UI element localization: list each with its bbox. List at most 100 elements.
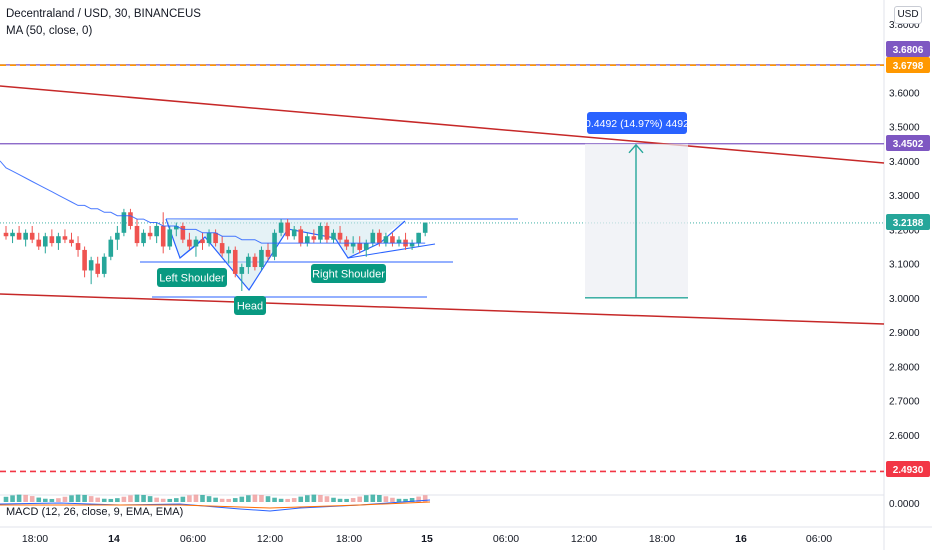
- candle-body[interactable]: [259, 249, 264, 268]
- measure-label-box[interactable]: [587, 112, 687, 134]
- candle-body[interactable]: [350, 243, 356, 247]
- macd-histogram-bar: [422, 495, 428, 502]
- candle-body[interactable]: [337, 232, 343, 240]
- candle-body[interactable]: [298, 229, 304, 244]
- head-label-box[interactable]: [234, 296, 266, 315]
- candle-body[interactable]: [174, 225, 179, 230]
- candle-body[interactable]: [167, 229, 173, 247]
- candle-body[interactable]: [154, 225, 159, 237]
- candle-body[interactable]: [246, 256, 251, 268]
- macd-histogram-bar: [403, 498, 408, 502]
- x-tick-label: 12:00: [571, 533, 597, 545]
- candle-body[interactable]: [331, 232, 336, 240]
- candle-body[interactable]: [311, 236, 317, 240]
- candle-body[interactable]: [370, 232, 376, 244]
- candle-body[interactable]: [43, 236, 48, 247]
- y-tick-label: 3.3000: [889, 191, 920, 202]
- candle-body[interactable]: [95, 263, 100, 274]
- candle-body[interactable]: [69, 239, 74, 244]
- candle-body[interactable]: [357, 243, 362, 250]
- macd-histogram-bar: [377, 495, 382, 502]
- candle-body[interactable]: [200, 239, 205, 244]
- macd-histogram-bar: [416, 496, 421, 502]
- candle-body[interactable]: [160, 225, 166, 247]
- candle-body[interactable]: [49, 236, 55, 244]
- candle-body[interactable]: [36, 239, 42, 247]
- ma-line[interactable]: [0, 160, 426, 244]
- candle-body[interactable]: [193, 239, 199, 247]
- candle-body[interactable]: [363, 243, 369, 250]
- macd-histogram-bar: [363, 495, 369, 502]
- macd-histogram-bar: [318, 495, 323, 502]
- candle-body[interactable]: [318, 225, 323, 240]
- macd-histogram-bar: [239, 496, 245, 502]
- candle-body[interactable]: [278, 222, 284, 233]
- macd-signal-line[interactable]: [0, 501, 431, 509]
- candle-body[interactable]: [422, 222, 428, 233]
- candle-body[interactable]: [16, 232, 22, 240]
- candle-body[interactable]: [187, 239, 192, 247]
- measure-label: 0.4492 (14.97%) 4492: [585, 118, 689, 130]
- macd-histogram-bar: [311, 494, 317, 502]
- macd-histogram-bar: [141, 494, 146, 502]
- y-tick-label: 3.8000: [889, 20, 920, 31]
- candle-body[interactable]: [219, 243, 225, 254]
- candle-body[interactable]: [108, 239, 114, 257]
- candle-body[interactable]: [75, 243, 81, 250]
- candle-body[interactable]: [396, 239, 402, 244]
- candle-body[interactable]: [56, 236, 61, 244]
- candle-body[interactable]: [285, 222, 290, 237]
- candle-body[interactable]: [272, 232, 277, 257]
- candle-body[interactable]: [416, 232, 421, 244]
- candle-body[interactable]: [29, 232, 35, 240]
- candle-body[interactable]: [291, 229, 297, 237]
- macd-histogram-bar: [200, 494, 205, 502]
- candle-body[interactable]: [147, 232, 153, 237]
- y-tick-label: 3.1000: [889, 260, 920, 271]
- candle-body[interactable]: [141, 232, 146, 244]
- candle-body[interactable]: [101, 256, 107, 274]
- candle-body[interactable]: [213, 232, 218, 244]
- candle-body[interactable]: [180, 225, 186, 240]
- candle-body[interactable]: [324, 225, 330, 240]
- ma-indicator-label[interactable]: MA (50, close, 0): [6, 25, 93, 37]
- upper-trend-line[interactable]: [0, 85, 885, 164]
- candle-body[interactable]: [23, 232, 28, 240]
- macd-histogram-bar: [305, 495, 310, 502]
- candle-body[interactable]: [206, 232, 212, 244]
- y-tick-label: 3.2000: [889, 225, 920, 236]
- candle-body[interactable]: [82, 249, 87, 271]
- lower-trend-line[interactable]: [0, 293, 885, 325]
- macd-histogram-bar: [49, 498, 55, 502]
- macd-indicator-label[interactable]: MACD (12, 26, close, 9, EMA, EMA): [6, 506, 184, 518]
- macd-histogram-bar: [101, 498, 107, 502]
- candle-body[interactable]: [128, 212, 133, 226]
- y-tick-label: 2.8000: [889, 362, 920, 373]
- candle-body[interactable]: [10, 232, 15, 237]
- candle-body[interactable]: [265, 249, 271, 257]
- candle-body[interactable]: [121, 212, 127, 233]
- candle-body[interactable]: [226, 249, 231, 254]
- candle-body[interactable]: [232, 249, 238, 274]
- right-shoulder-label-box[interactable]: [311, 264, 386, 283]
- candle-body[interactable]: [377, 232, 382, 244]
- macd-histogram-bar: [147, 496, 153, 502]
- candle-body[interactable]: [3, 232, 9, 237]
- left-shoulder-label-box[interactable]: [157, 268, 227, 287]
- candle-body[interactable]: [383, 236, 389, 244]
- candle-body[interactable]: [239, 267, 245, 274]
- price-tag-label: 3.6806: [893, 45, 924, 56]
- candle-body[interactable]: [390, 236, 395, 244]
- currency-button[interactable]: USD: [894, 6, 922, 24]
- pattern-fill: [166, 219, 405, 290]
- candle-body[interactable]: [252, 256, 258, 268]
- candle-body[interactable]: [409, 243, 415, 247]
- macd-histogram-bar: [206, 496, 212, 502]
- candle-body[interactable]: [134, 225, 140, 244]
- candle-body[interactable]: [115, 232, 120, 240]
- candle-body[interactable]: [62, 236, 68, 240]
- symbol-title[interactable]: Decentraland / USD, 30, BINANCEUS: [6, 8, 201, 20]
- candle-body[interactable]: [88, 260, 94, 271]
- candle-body[interactable]: [305, 236, 310, 244]
